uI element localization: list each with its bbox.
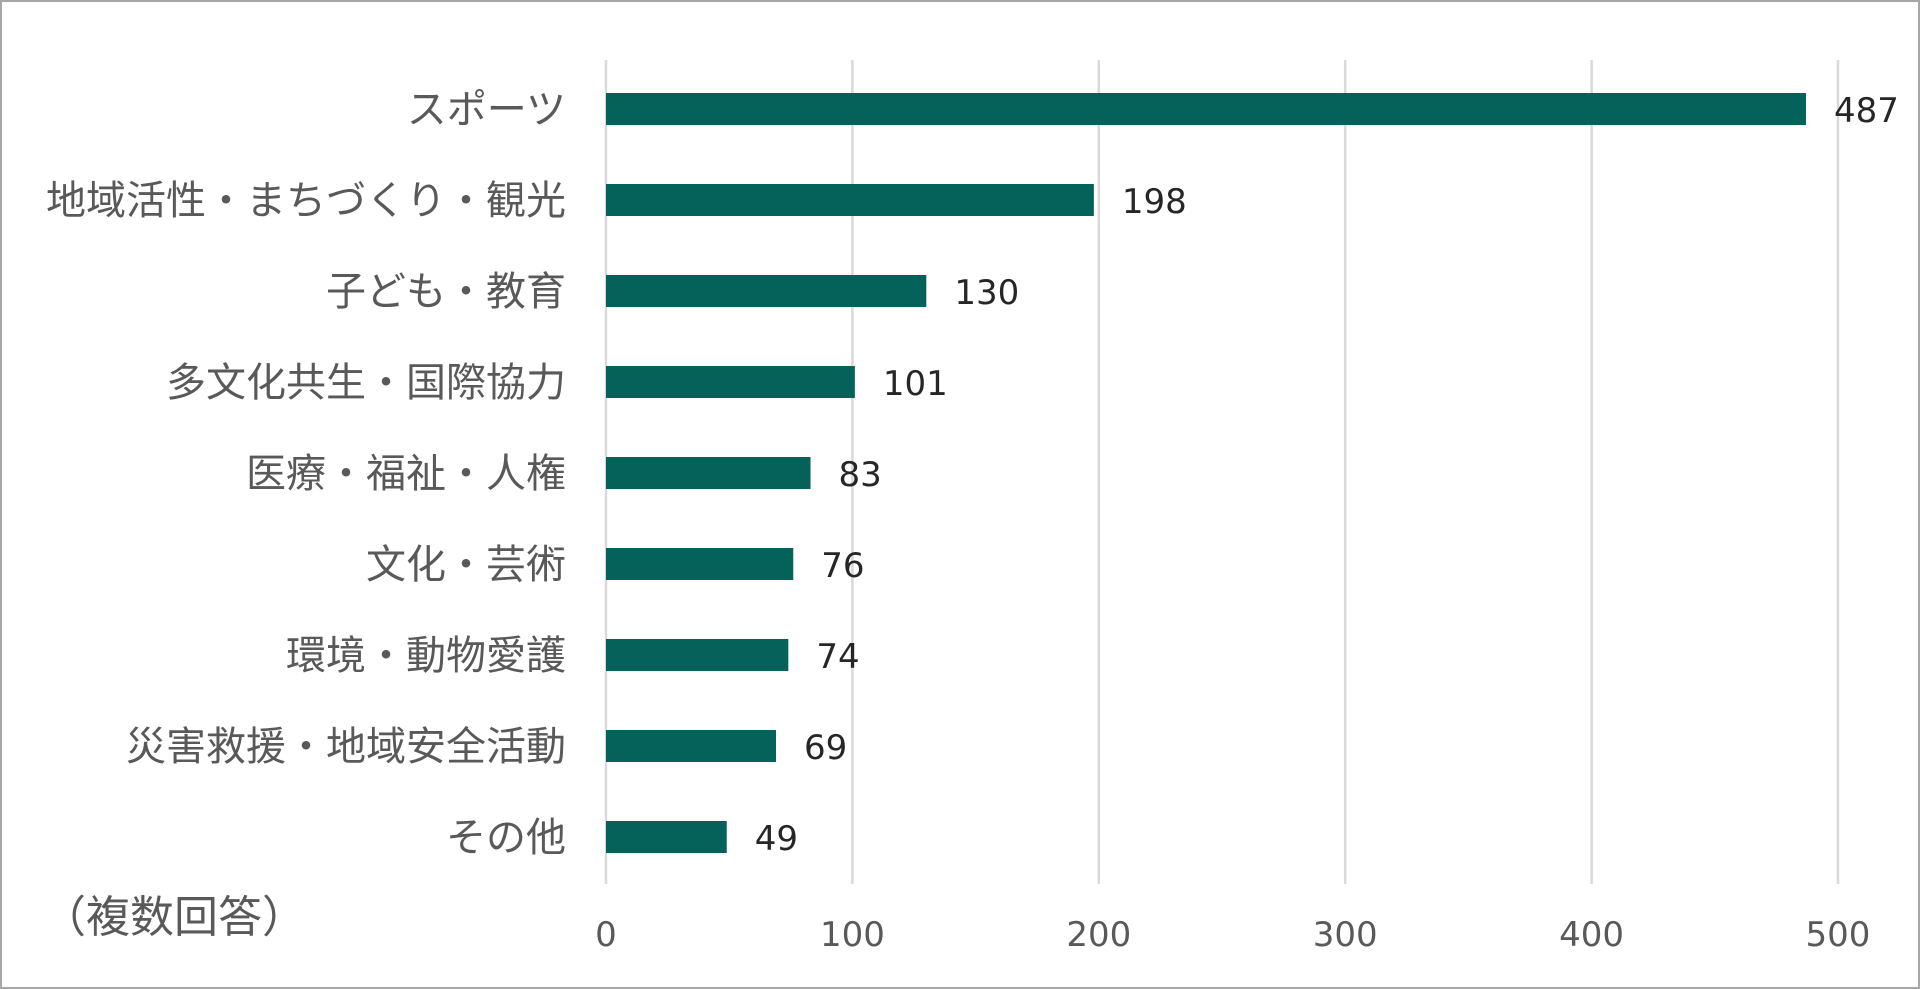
bar [606, 639, 789, 671]
bar [606, 730, 777, 762]
x-axis-tick-labels: 0 100 200 300 400 500 [595, 915, 1870, 955]
x-tick-label: 200 [1066, 915, 1131, 955]
bars [606, 93, 1806, 853]
bar [606, 184, 1094, 216]
category-label: 環境・動物愛護 [286, 633, 566, 679]
bar [606, 821, 727, 853]
value-label: 76 [821, 546, 864, 586]
bar [606, 275, 927, 307]
multiple-answer-note: （複数回答） [42, 892, 306, 943]
category-label: 文化・芸術 [366, 542, 566, 588]
x-tick-label: 500 [1806, 915, 1871, 955]
x-tick-label: 0 [595, 915, 617, 955]
value-label: 49 [755, 819, 798, 859]
bar [606, 366, 855, 398]
category-label: 地域活性・まちづくり・観光 [46, 178, 566, 224]
bar [606, 457, 811, 489]
value-label: 83 [839, 455, 882, 495]
bar [606, 93, 1806, 125]
category-label: 医療・福祉・人権 [246, 451, 566, 497]
category-label: その他 [446, 815, 566, 861]
x-tick-label: 300 [1313, 915, 1378, 955]
value-label: 101 [883, 364, 948, 404]
category-label: スポーツ [407, 87, 566, 133]
category-labels: スポーツ地域活性・まちづくり・観光子ども・教育多文化共生・国際協力医療・福祉・人… [46, 87, 566, 861]
value-label: 69 [804, 728, 847, 768]
bar [606, 548, 794, 580]
value-labels: 487 198 130 101 83 76 74 69 49 [755, 91, 1899, 859]
value-label: 74 [816, 637, 859, 677]
category-label: 子ども・教育 [326, 269, 566, 315]
category-label: 災害救援・地域安全活動 [126, 724, 566, 770]
x-tick-label: 400 [1559, 915, 1624, 955]
value-label: 198 [1122, 182, 1187, 222]
value-label: 487 [1834, 91, 1899, 131]
value-label: 130 [954, 273, 1019, 313]
x-tick-label: 100 [820, 915, 885, 955]
category-label: 多文化共生・国際協力 [166, 360, 566, 406]
